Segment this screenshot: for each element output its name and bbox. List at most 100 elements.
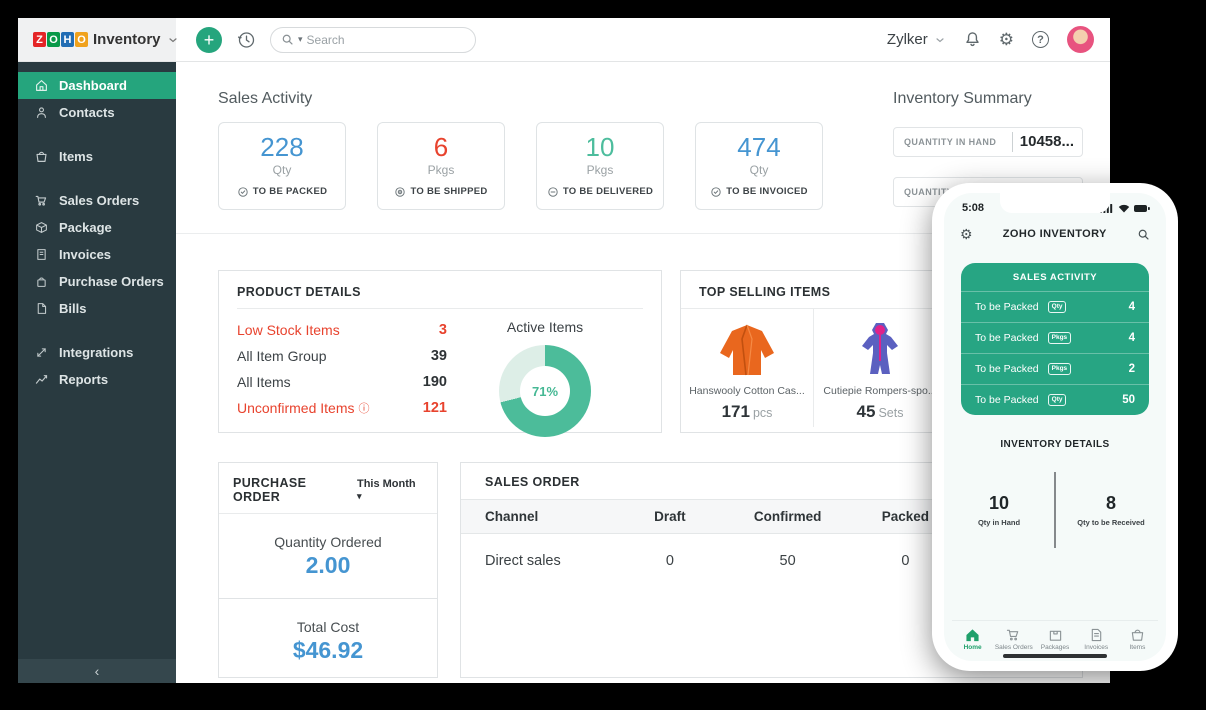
sidebar-item-bills[interactable]: Bills bbox=[18, 295, 176, 322]
col-draft: Draft bbox=[611, 499, 729, 534]
phone-activity-row-3[interactable]: To be Packed Pkgs 2 bbox=[961, 353, 1149, 384]
invoice-icon bbox=[37, 249, 46, 260]
search-icon bbox=[281, 33, 294, 46]
phone-statusbar: 5:08 bbox=[944, 193, 1166, 217]
phone-activity-row-4[interactable]: To be Packed Qty 50 bbox=[961, 384, 1149, 415]
sales-activity-cards: 228 Qty TO BE PACKED 6 Pkgs TO BE SHIPPE… bbox=[218, 122, 823, 210]
search-input[interactable] bbox=[306, 32, 427, 47]
home-indicator-bar bbox=[1003, 654, 1107, 658]
nav-invoices[interactable]: Invoices bbox=[1076, 628, 1117, 651]
section-divider bbox=[176, 233, 1110, 234]
phone-mockup: 5:08 ⚙ ZOHO INVENTORY SALES ACTIVITY To … bbox=[932, 183, 1178, 671]
phone-activity-row-1[interactable]: To be Packed Qty 4 bbox=[961, 291, 1149, 322]
org-chevron-down-icon bbox=[934, 34, 946, 46]
notifications-bell-icon[interactable] bbox=[964, 31, 981, 48]
global-search[interactable]: ▾ bbox=[270, 26, 476, 53]
quantity-in-hand-row: QUANTITY IN HAND 10458... bbox=[893, 127, 1083, 157]
period-dropdown[interactable]: This Month ▾ bbox=[356, 478, 416, 501]
sidebar-item-contacts[interactable]: Contacts bbox=[18, 99, 176, 126]
zoho-logo[interactable]: Z O H O Inventory bbox=[18, 18, 179, 61]
phone-inventory-details: INVENTORY DETAILS 10 Qty in Hand 8 Qty t… bbox=[944, 439, 1166, 548]
phone-notch bbox=[1000, 193, 1110, 213]
check-circle-icon bbox=[711, 186, 721, 197]
cart-icon bbox=[35, 195, 47, 206]
nav-packages[interactable]: Packages bbox=[1034, 628, 1075, 651]
active-items-percent: 71% bbox=[520, 366, 570, 416]
minus-circle-icon bbox=[548, 186, 558, 197]
sidebar-item-purchase-orders[interactable]: Purchase Orders bbox=[18, 268, 176, 295]
sidebar-item-reports[interactable]: Reports bbox=[18, 366, 176, 393]
caret-down-icon: ▾ bbox=[356, 491, 362, 501]
card-to-be-invoiced[interactable]: 474 Qty TO BE INVOICED bbox=[695, 122, 823, 210]
unit-badge: Qty bbox=[1047, 301, 1067, 313]
help-icon[interactable]: ? bbox=[1032, 31, 1049, 48]
basket-icon bbox=[1131, 629, 1144, 641]
sidebar-item-integrations[interactable]: Integrations bbox=[18, 339, 176, 366]
divider bbox=[1054, 472, 1056, 548]
product-details-panel: PRODUCT DETAILS Low Stock Items 3 All It… bbox=[218, 270, 662, 437]
col-confirmed: Confirmed bbox=[728, 499, 847, 534]
org-selector[interactable]: Zylker bbox=[887, 31, 946, 48]
info-icon: ⓘ bbox=[358, 403, 370, 415]
phone-sales-activity-panel: SALES ACTIVITY To be Packed Qty 4 To be … bbox=[961, 263, 1149, 415]
quick-add-button[interactable]: + bbox=[196, 26, 222, 53]
top-selling-item-1[interactable]: Hanswooly Cotton Cas... 171 pcs bbox=[681, 309, 814, 427]
card-to-be-shipped[interactable]: 6 Pkgs TO BE SHIPPED bbox=[377, 122, 505, 210]
phone-settings-gear-icon[interactable]: ⚙ bbox=[960, 226, 973, 242]
person-icon bbox=[37, 107, 46, 118]
unconfirmed-items-row[interactable]: Unconfirmed Items ⓘ 121 bbox=[237, 400, 447, 416]
nav-home[interactable]: Home bbox=[952, 628, 993, 651]
package-box-icon bbox=[36, 222, 47, 233]
chevron-down-icon[interactable] bbox=[167, 34, 179, 46]
top-selling-item-2[interactable]: Cutiepie Rompers-spo... 45 Sets bbox=[814, 309, 947, 427]
recent-history-icon[interactable] bbox=[236, 30, 256, 50]
phone-search-icon[interactable] bbox=[1137, 228, 1150, 241]
nav-sales-orders[interactable]: Sales Orders bbox=[993, 628, 1034, 651]
phone-appbar: ⚙ ZOHO INVENTORY bbox=[944, 217, 1166, 241]
all-items-row[interactable]: All Items 190 bbox=[237, 374, 447, 390]
topbar-right: Zylker ⚙ ? bbox=[887, 26, 1110, 53]
card-to-be-packed[interactable]: 228 Qty TO BE PACKED bbox=[218, 122, 346, 210]
product-image-cardigan bbox=[715, 317, 779, 379]
home-icon bbox=[36, 80, 47, 91]
logo-product-name: Inventory bbox=[93, 31, 161, 48]
phone-sales-activity-header: SALES ACTIVITY bbox=[1012, 272, 1098, 283]
sales-activity-title: Sales Activity bbox=[218, 90, 313, 107]
sidebar-item-invoices[interactable]: Invoices bbox=[18, 241, 176, 268]
user-avatar[interactable] bbox=[1067, 26, 1094, 53]
inventory-summary-title: Inventory Summary bbox=[893, 90, 1032, 107]
topbar: Z O H O Inventory + ▾ bbox=[18, 18, 1110, 62]
sidebar-collapse-button[interactable]: ‹ bbox=[18, 659, 176, 683]
battery-icon bbox=[1134, 204, 1150, 212]
logo-letter-z: Z bbox=[33, 32, 46, 47]
purchase-order-panel: PURCHASE ORDER This Month ▾ Quantity Ord… bbox=[218, 462, 438, 678]
sidebar-item-sales-orders[interactable]: Sales Orders bbox=[18, 187, 176, 214]
qty-in-hand-stat: 10 Qty in Hand bbox=[977, 493, 1021, 527]
logo-letter-o2: O bbox=[75, 32, 88, 47]
document-icon bbox=[37, 303, 47, 314]
sidebar-item-dashboard[interactable]: Dashboard bbox=[18, 72, 176, 99]
status-time: 5:08 bbox=[962, 202, 985, 214]
sidebar-nav: Dashboard Contacts Items Sales Orders Pa… bbox=[18, 62, 176, 683]
nav-items[interactable]: Items bbox=[1117, 628, 1158, 651]
phone-activity-row-2[interactable]: To be Packed Pkgs 4 bbox=[961, 322, 1149, 353]
low-stock-items-row[interactable]: Low Stock Items 3 bbox=[237, 322, 447, 338]
all-item-group-row[interactable]: All Item Group 39 bbox=[237, 348, 447, 364]
phone-screen: 5:08 ⚙ ZOHO INVENTORY SALES ACTIVITY To … bbox=[944, 193, 1166, 661]
sidebar-item-items[interactable]: Items bbox=[18, 143, 176, 170]
sales-order-title: SALES ORDER bbox=[485, 475, 580, 489]
basket-icon bbox=[36, 151, 47, 162]
unit-badge: Pkgs bbox=[1047, 363, 1072, 375]
settings-gear-icon[interactable]: ⚙ bbox=[998, 30, 1014, 49]
quantity-ordered-block: Quantity Ordered 2.00 bbox=[274, 533, 382, 578]
phone-bottom-nav: Home Sales Orders Packages Invoices Item… bbox=[952, 620, 1158, 651]
search-scope-caret-icon[interactable]: ▾ bbox=[298, 34, 303, 44]
divider bbox=[219, 598, 437, 599]
card-to-be-delivered[interactable]: 10 Pkgs TO BE DELIVERED bbox=[536, 122, 664, 210]
phone-app-title: ZOHO INVENTORY bbox=[1002, 228, 1107, 240]
target-circle-icon bbox=[395, 186, 406, 197]
sidebar-item-package[interactable]: Package bbox=[18, 214, 176, 241]
topbar-actions: + ▾ bbox=[176, 26, 476, 53]
quantity-ordered-value: 2.00 bbox=[305, 551, 351, 578]
integrations-icon bbox=[37, 348, 46, 357]
